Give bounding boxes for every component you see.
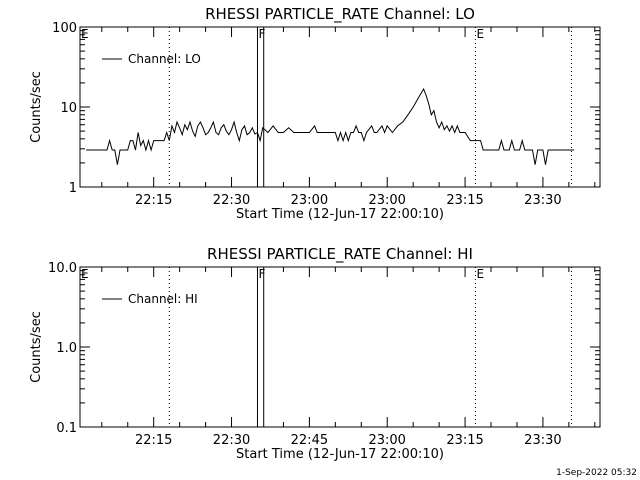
marker-label: E [81, 267, 89, 281]
marker-label: E [476, 267, 484, 281]
x-tick-label: 22:30 [213, 433, 250, 448]
y-tick-label: 100 [52, 21, 77, 36]
legend-label: Channel: LO [128, 52, 201, 66]
y-tick-label: 10.0 [48, 261, 77, 276]
y-tick-label: 1.0 [56, 341, 77, 356]
y-tick-label: 0.1 [56, 421, 77, 436]
x-tick-label: 22:30 [213, 193, 250, 208]
series-line-channel-lo [86, 87, 575, 165]
x-tick-label: 23:15 [446, 193, 483, 208]
x-tick-label: 22:45 [291, 433, 328, 448]
x-tick-label: 23:15 [446, 433, 483, 448]
marker-label: F [258, 267, 265, 281]
x-axis-label: Start Time (12-Jun-17 22:00:10) [236, 207, 444, 222]
panel-title: RHESSI PARTICLE_RATE Channel: HI [207, 245, 473, 264]
marker-label: E [81, 27, 89, 41]
x-tick-label: 22:15 [135, 193, 172, 208]
y-tick-label: 10 [60, 101, 77, 116]
y-axis-label: Counts/sec [29, 311, 44, 383]
panel-title: RHESSI PARTICLE_RATE Channel: LO [205, 5, 475, 24]
x-axis-label: Start Time (12-Jun-17 22:00:10) [236, 447, 444, 462]
y-tick-label: 1 [69, 181, 77, 196]
x-tick-label: 23:00 [291, 193, 328, 208]
panels-container: RHESSI PARTICLE_RATE Channel: LO 1 10 100 22… [29, 5, 601, 462]
x-tick-label: 22:15 [135, 433, 172, 448]
x-tick-label: 23:00 [368, 433, 405, 448]
marker-label: F [258, 27, 265, 41]
x-tick-label: 23:30 [524, 193, 561, 208]
x-tick-label: 23:30 [524, 433, 561, 448]
legend-label: Channel: HI [128, 292, 198, 306]
y-axis-label: Counts/sec [29, 71, 44, 143]
panel-1: RHESSI PARTICLE_RATE Channel: LO 1 10 100 22… [29, 5, 601, 222]
marker-label: E [476, 27, 484, 41]
footer-timestamp: 1-Sep-2022 05:32 [556, 468, 637, 478]
x-tick-label: 23:00 [368, 193, 405, 208]
panel-2: RHESSI PARTICLE_RATE Channel: HI 0.1 1.0 10… [29, 245, 601, 462]
